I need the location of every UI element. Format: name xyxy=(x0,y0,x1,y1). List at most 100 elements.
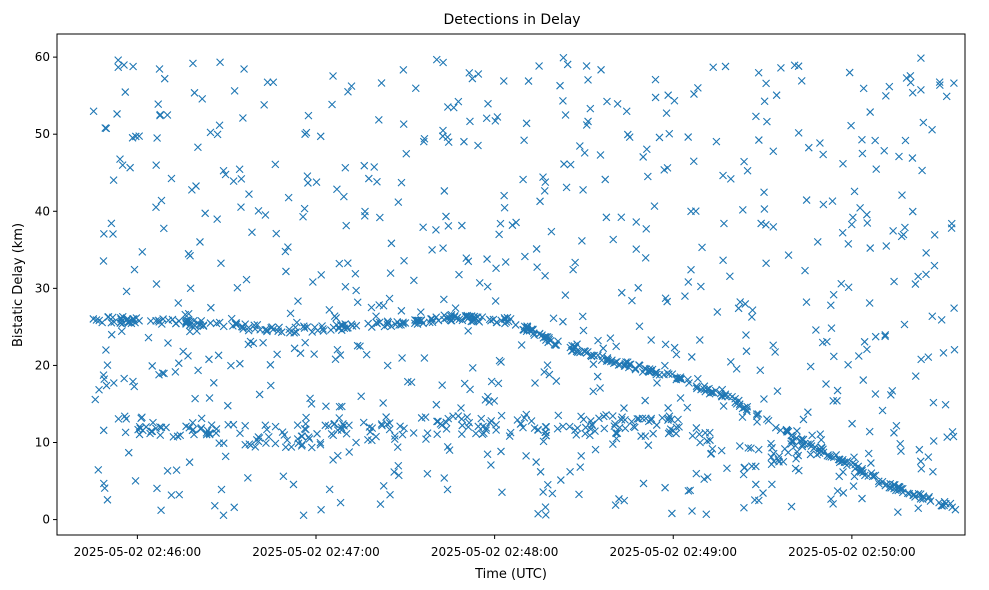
data-point xyxy=(600,424,609,433)
data-point xyxy=(260,100,269,109)
x-axis-label: Time (UTC) xyxy=(474,567,547,582)
data-point xyxy=(409,276,418,285)
data-point xyxy=(719,256,727,265)
data-point xyxy=(205,429,214,438)
data-point xyxy=(432,313,441,322)
data-point xyxy=(787,437,796,445)
data-point xyxy=(137,414,146,423)
data-point xyxy=(157,506,165,515)
data-point xyxy=(206,128,215,137)
data-point xyxy=(377,79,386,87)
data-point xyxy=(556,476,565,484)
data-point xyxy=(304,433,313,442)
data-point xyxy=(262,425,271,434)
data-point xyxy=(357,392,366,401)
data-point xyxy=(482,424,491,432)
data-point xyxy=(393,443,402,451)
data-point xyxy=(269,78,278,87)
data-point xyxy=(519,423,527,432)
data-point xyxy=(726,357,735,366)
data-point xyxy=(939,349,948,357)
data-point xyxy=(89,315,98,323)
data-point xyxy=(829,290,838,299)
data-point xyxy=(238,114,247,122)
data-point xyxy=(929,437,938,445)
data-point xyxy=(215,121,224,130)
data-point xyxy=(176,431,185,440)
data-point xyxy=(917,464,926,473)
data-point xyxy=(696,438,704,447)
data-point xyxy=(121,88,130,96)
data-point xyxy=(292,328,301,336)
data-point xyxy=(751,462,760,471)
x-tick-label: 2025-05-02 02:49:00 xyxy=(610,545,737,559)
data-point xyxy=(881,481,890,490)
data-point xyxy=(893,508,902,516)
data-point xyxy=(829,397,838,405)
data-point xyxy=(599,344,608,353)
data-point xyxy=(878,406,887,415)
data-point xyxy=(149,418,157,427)
data-point xyxy=(858,494,866,503)
y-tick-label: 40 xyxy=(35,204,50,218)
data-point xyxy=(782,426,791,435)
data-point xyxy=(611,358,620,367)
data-point xyxy=(494,379,503,388)
data-point xyxy=(201,209,210,218)
data-point xyxy=(767,460,776,469)
data-point xyxy=(148,427,157,436)
data-point xyxy=(750,496,759,504)
data-point xyxy=(417,414,426,422)
data-point xyxy=(602,213,611,222)
data-point xyxy=(596,151,605,159)
data-point xyxy=(464,257,473,266)
data-point xyxy=(394,471,403,480)
data-point xyxy=(837,279,846,288)
data-point xyxy=(744,443,753,452)
data-point xyxy=(847,220,856,229)
data-point xyxy=(562,183,571,192)
data-point xyxy=(726,174,735,183)
data-point xyxy=(362,350,371,359)
data-point xyxy=(344,323,352,332)
data-point xyxy=(670,343,679,352)
data-point xyxy=(490,396,499,405)
data-point xyxy=(264,433,273,441)
data-point xyxy=(776,426,785,435)
data-point xyxy=(706,436,714,445)
data-point xyxy=(580,149,589,157)
data-point xyxy=(742,331,750,339)
data-point xyxy=(582,349,591,357)
data-point xyxy=(513,416,522,424)
data-point xyxy=(652,421,661,429)
data-point xyxy=(420,134,429,143)
data-point xyxy=(205,394,214,402)
data-point xyxy=(486,418,494,427)
data-point xyxy=(752,410,761,419)
data-point xyxy=(767,439,775,448)
data-point xyxy=(210,501,219,510)
data-point xyxy=(760,97,769,106)
data-point xyxy=(253,320,262,329)
data-point xyxy=(233,283,242,292)
data-point xyxy=(806,450,815,459)
data-point xyxy=(387,239,396,248)
data-point xyxy=(103,361,112,370)
data-point xyxy=(409,429,418,437)
data-point xyxy=(197,414,206,423)
data-point xyxy=(681,292,689,301)
data-point xyxy=(641,432,650,441)
data-point xyxy=(458,421,467,430)
data-point xyxy=(444,221,453,230)
data-point xyxy=(534,509,542,518)
data-point xyxy=(692,469,701,478)
data-point xyxy=(740,463,749,472)
data-point xyxy=(231,319,240,328)
data-point xyxy=(319,324,327,333)
data-point xyxy=(865,427,874,436)
data-point xyxy=(187,185,196,194)
data-point xyxy=(399,319,407,328)
data-point xyxy=(335,402,344,411)
data-point xyxy=(639,153,648,161)
data-point xyxy=(777,63,785,72)
